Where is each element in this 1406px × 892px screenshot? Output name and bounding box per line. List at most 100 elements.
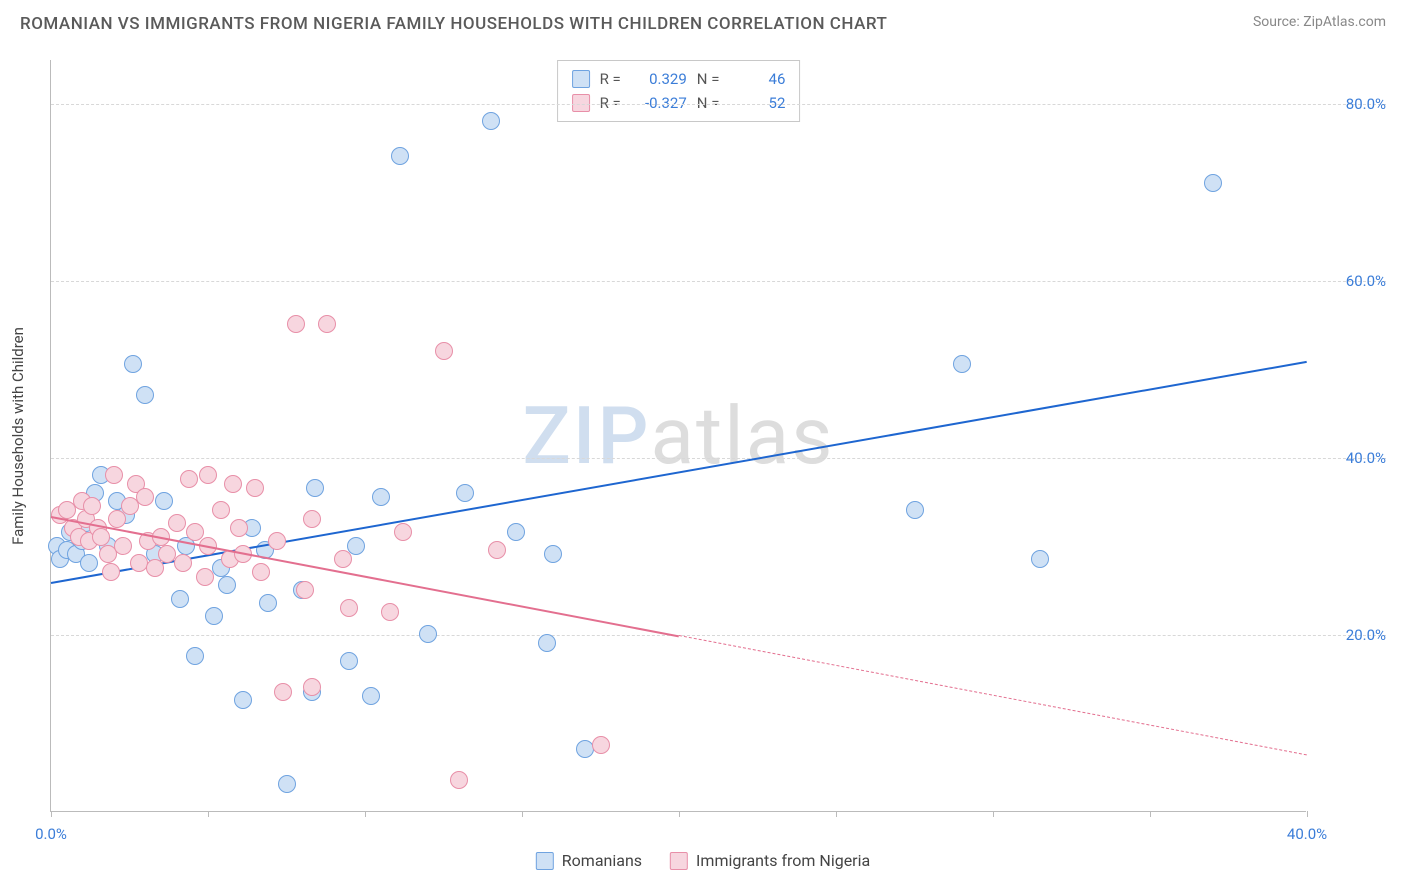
data-point	[340, 652, 358, 670]
data-point	[306, 479, 324, 497]
data-point	[259, 594, 277, 612]
trend-line	[51, 516, 679, 637]
stats-legend: R = 0.329 N = 46 R = -0.327 N = 52	[557, 60, 801, 122]
legend-item: Immigrants from Nigeria	[670, 851, 870, 870]
data-point	[303, 510, 321, 528]
data-point	[287, 315, 305, 333]
data-point	[136, 386, 154, 404]
data-point	[180, 470, 198, 488]
data-point	[212, 501, 230, 519]
data-point	[381, 603, 399, 621]
r-label: R =	[600, 91, 621, 115]
data-point	[456, 484, 474, 502]
gridline	[51, 104, 1386, 105]
stats-row: R = 0.329 N = 46	[572, 67, 786, 91]
data-point	[362, 687, 380, 705]
data-point	[199, 466, 217, 484]
y-tick-label: 60.0%	[1316, 272, 1386, 290]
r-value: -0.327	[631, 91, 687, 115]
x-tick	[208, 811, 209, 817]
plot-area: ZIPatlas R =0.329N =46R =-0.327N =52 20.…	[50, 60, 1306, 812]
data-point	[296, 581, 314, 599]
n-label: N =	[697, 91, 720, 115]
data-point	[544, 545, 562, 563]
data-point	[124, 355, 142, 373]
gridline	[51, 281, 1386, 282]
data-point	[303, 678, 321, 696]
data-point	[155, 492, 173, 510]
data-point	[186, 647, 204, 665]
data-point	[1031, 550, 1049, 568]
y-tick-label: 20.0%	[1316, 626, 1386, 644]
x-tick	[1150, 811, 1151, 817]
data-point	[218, 576, 236, 594]
data-point	[278, 775, 296, 793]
data-point	[224, 475, 242, 493]
data-point	[318, 315, 336, 333]
watermark: ZIPatlas	[523, 389, 835, 483]
chart-title: ROMANIAN VS IMMIGRANTS FROM NIGERIA FAMI…	[20, 14, 887, 34]
n-value: 52	[729, 91, 785, 115]
data-point	[114, 537, 132, 555]
data-point	[92, 528, 110, 546]
y-tick-label: 40.0%	[1316, 449, 1386, 467]
gridline	[51, 458, 1386, 459]
data-point	[80, 554, 98, 572]
trend-line	[679, 635, 1307, 755]
data-point	[334, 550, 352, 568]
r-label: R =	[600, 67, 621, 91]
y-tick-label: 80.0%	[1316, 95, 1386, 113]
data-point	[435, 342, 453, 360]
data-point	[507, 523, 525, 541]
x-tick	[836, 811, 837, 817]
n-label: N =	[697, 67, 720, 91]
data-point	[268, 532, 286, 550]
data-point	[196, 568, 214, 586]
data-point	[1204, 174, 1222, 192]
legend-label: Immigrants from Nigeria	[696, 851, 870, 870]
y-axis-label: Family Households with Children	[9, 327, 27, 545]
n-value: 46	[729, 67, 785, 91]
data-point	[953, 355, 971, 373]
data-point	[83, 497, 101, 515]
legend-swatch	[670, 852, 688, 870]
data-point	[592, 736, 610, 754]
legend-label: Romanians	[562, 851, 642, 870]
data-point	[230, 519, 248, 537]
data-point	[906, 501, 924, 519]
x-tick-label: 0.0%	[35, 825, 67, 843]
data-point	[482, 112, 500, 130]
x-tick	[51, 811, 52, 817]
legend-swatch	[572, 70, 590, 88]
data-point	[205, 607, 223, 625]
r-value: 0.329	[631, 67, 687, 91]
source-label: Source:	[1253, 14, 1300, 30]
data-point	[340, 599, 358, 617]
x-tick-label: 40.0%	[1287, 825, 1327, 843]
series-legend: Romanians Immigrants from Nigeria	[536, 851, 870, 870]
data-point	[105, 466, 123, 484]
stats-row: R = -0.327 N = 52	[572, 91, 786, 115]
data-point	[538, 634, 556, 652]
data-point	[102, 563, 120, 581]
source-link[interactable]: ZipAtlas.com	[1303, 14, 1386, 30]
data-point	[450, 771, 468, 789]
x-tick	[522, 811, 523, 817]
source-attribution: Source: ZipAtlas.com	[1253, 14, 1386, 30]
data-point	[171, 590, 189, 608]
legend-item: Romanians	[536, 851, 642, 870]
x-tick	[1307, 811, 1308, 817]
gridline	[51, 635, 1386, 636]
legend-swatch	[572, 94, 590, 112]
data-point	[394, 523, 412, 541]
data-point	[488, 541, 506, 559]
data-point	[391, 147, 409, 165]
data-point	[246, 479, 264, 497]
data-point	[136, 488, 154, 506]
data-point	[372, 488, 390, 506]
legend-swatch	[536, 852, 554, 870]
data-point	[168, 514, 186, 532]
data-point	[234, 691, 252, 709]
data-point	[252, 563, 270, 581]
data-point	[419, 625, 437, 643]
